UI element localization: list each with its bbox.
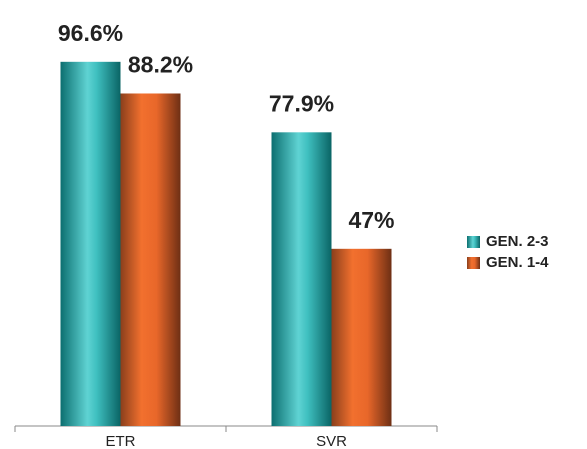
x-tick-label: ETR <box>106 433 136 449</box>
value-label: 47% <box>348 207 394 233</box>
bar <box>60 61 121 427</box>
value-label: 96.6% <box>58 20 123 46</box>
legend-swatch <box>467 236 480 248</box>
value-label: 88.2% <box>128 52 193 78</box>
value-label: 77.9% <box>269 90 334 116</box>
bar <box>120 93 181 427</box>
legend-swatch <box>467 257 480 269</box>
bar <box>271 132 332 426</box>
x-tick-label: SVR <box>316 433 347 449</box>
legend-label: GEN. 1-4 <box>486 254 549 271</box>
bar <box>331 248 392 426</box>
legend-label: GEN. 2-3 <box>486 233 549 250</box>
